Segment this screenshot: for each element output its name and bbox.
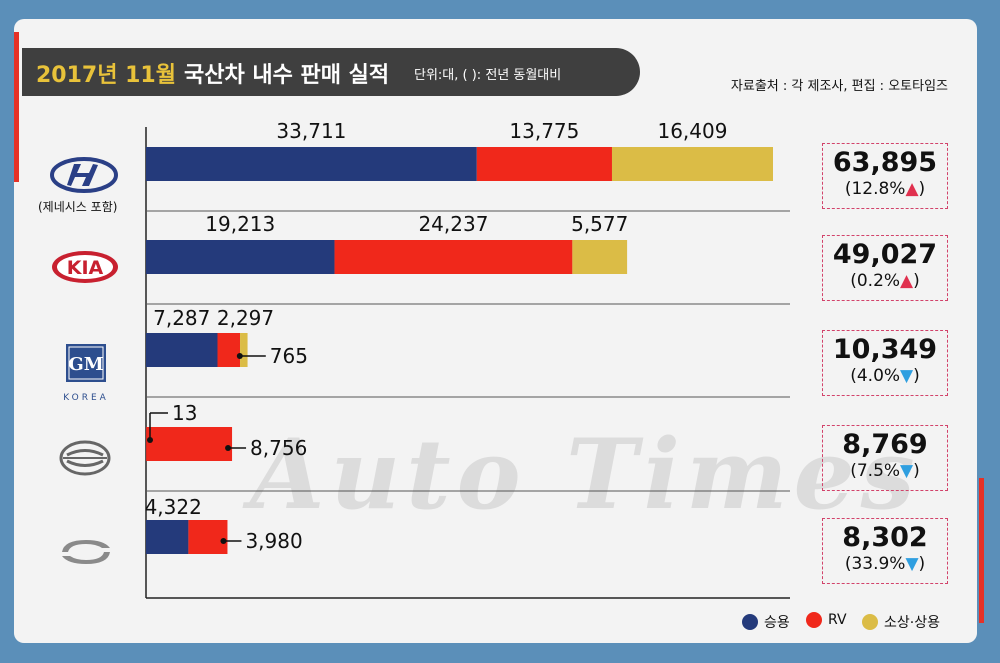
bar-segment xyxy=(572,240,628,274)
bar-segment xyxy=(146,147,477,181)
data-label: 24,237 xyxy=(418,212,488,236)
total-box-kia: 49,027 (0.2%▲) xyxy=(822,235,948,301)
total-value: 8,302 xyxy=(842,522,928,553)
data-label: 3,980 xyxy=(245,529,302,553)
total-value: 63,895 xyxy=(832,147,938,178)
gm-logo-sub: KOREA xyxy=(63,393,109,403)
total-box-renault: 8,302 (33.9%▼) xyxy=(822,518,948,584)
bar-segment xyxy=(217,333,241,367)
total-change: (12.8%▲) xyxy=(844,179,926,199)
arrow-down-icon: ▼ xyxy=(900,461,914,481)
hyundai-logo-icon xyxy=(50,157,118,193)
bar-segment xyxy=(146,333,218,367)
data-label: 5,577 xyxy=(571,212,628,236)
data-label: 7,287 xyxy=(153,306,210,330)
gm-logo-text: GM xyxy=(68,354,103,375)
bar-segment xyxy=(188,520,228,554)
legend-swatch xyxy=(806,612,822,628)
total-change: (4.0%▼) xyxy=(850,366,920,386)
total-value: 10,349 xyxy=(832,334,938,365)
legend-item-commercial: 소상·상용 xyxy=(862,612,940,632)
data-label: 13,775 xyxy=(509,119,579,143)
hyundai-caption: (제네시스 포함) xyxy=(38,200,118,214)
bar-segment xyxy=(240,333,248,367)
arrow-down-icon: ▼ xyxy=(900,366,914,386)
legend-label: 소상·상용 xyxy=(884,615,940,631)
title-date: 2017년 11월 xyxy=(36,63,176,88)
chart-title: 2017년 11월 국산차 내수 판매 실적 xyxy=(36,57,389,89)
data-label: 4,322 xyxy=(145,495,202,519)
unit-note: 단위:대, ( ): 전년 동월대비 xyxy=(414,68,562,83)
bar-segment xyxy=(476,147,612,181)
ssangyong-logo-icon xyxy=(59,440,111,476)
kia-logo-icon: KIA xyxy=(52,251,118,283)
bar-segment xyxy=(334,240,573,274)
data-label: 8,756 xyxy=(250,436,307,460)
bar-segment xyxy=(146,240,335,274)
legend-item-passenger: 승용 xyxy=(742,612,790,632)
watermark: Auto Times xyxy=(250,418,921,531)
arrow-down-icon: ▼ xyxy=(905,554,919,574)
bar-segment xyxy=(146,427,233,461)
gm-korea-logo-icon: GM KOREA xyxy=(63,344,109,403)
legend-swatch xyxy=(742,614,758,630)
total-change: (33.9%▼) xyxy=(844,554,926,574)
bar-segment xyxy=(146,520,189,554)
legend-swatch xyxy=(862,614,878,630)
data-label: 765 xyxy=(270,344,308,368)
legend-label: 승용 xyxy=(764,615,790,631)
arrow-up-icon: ▲ xyxy=(900,271,914,291)
total-box-gm: 10,349 (4.0%▼) xyxy=(822,330,948,396)
data-label: 33,711 xyxy=(276,119,346,143)
total-box-hyundai: 63,895 (12.8%▲) xyxy=(822,143,948,209)
title-subject: 국산차 내수 판매 실적 xyxy=(184,63,390,88)
data-label: 19,213 xyxy=(205,212,275,236)
total-box-ssangyong: 8,769 (7.5%▼) xyxy=(822,425,948,491)
legend-item-rv: RV xyxy=(806,612,847,628)
arrow-up-icon: ▲ xyxy=(905,179,919,199)
accent-bar-left xyxy=(14,32,19,182)
data-label: 2,297 xyxy=(217,306,274,330)
total-value: 8,769 xyxy=(842,429,928,460)
kia-logo-text: KIA xyxy=(67,257,104,279)
bar-segment xyxy=(611,147,773,181)
data-label: 16,409 xyxy=(657,119,727,143)
legend-label: RV xyxy=(828,612,847,628)
total-change: (0.2%▲) xyxy=(850,271,920,291)
data-label: 13 xyxy=(172,401,197,425)
source-note: 자료출처 : 각 제조사, 편집 : 오토타임즈 xyxy=(730,79,948,94)
total-change: (7.5%▼) xyxy=(850,461,920,481)
accent-bar-right xyxy=(979,478,984,623)
total-value: 49,027 xyxy=(832,239,938,270)
renault-samsung-logo-icon xyxy=(62,540,110,564)
title-bar xyxy=(22,48,640,96)
